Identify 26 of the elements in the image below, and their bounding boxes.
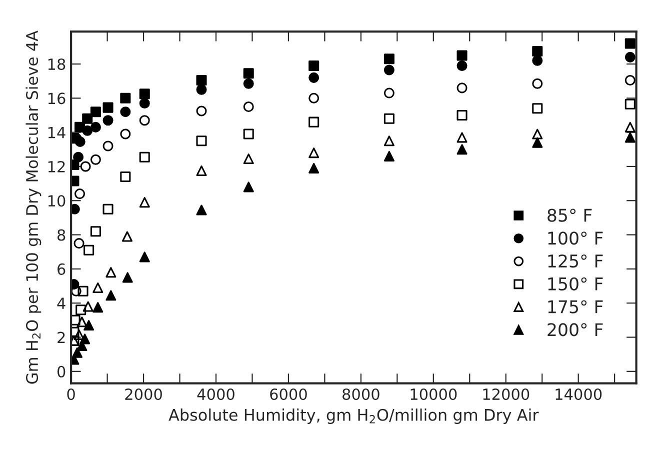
x-tick-label: 10000 <box>410 388 457 400</box>
x-tick-label: 4000 <box>197 388 234 400</box>
x-tick-label: 14000 <box>556 388 602 400</box>
y-tick-label: 10 <box>48 195 66 207</box>
legend-label: 175° F <box>548 300 603 314</box>
legend-label: 125° F <box>548 254 603 268</box>
y-tick-label: 12 <box>48 160 65 172</box>
x-axis-title: Absolute Humidity, gm H$_{2}$O/million gm Dry Air <box>168 408 539 424</box>
x-tick-label: 2000 <box>125 388 162 400</box>
y-tick-label: 0 <box>57 366 66 378</box>
y-tick-label: 18 <box>48 58 66 70</box>
x-tick-label: 0 <box>67 388 75 400</box>
legend-label: 150° F <box>548 277 603 290</box>
legend-label: 200° F <box>548 323 603 336</box>
y-tick-label: 16 <box>48 92 66 104</box>
x-tick-label: 12000 <box>483 388 530 400</box>
legend-label: 85° F <box>548 208 592 222</box>
x-tick-label: 8000 <box>342 388 380 400</box>
legend-label: 100° F <box>548 232 603 245</box>
y-tick-label: 2 <box>58 332 65 344</box>
x-tick-label: 6000 <box>270 388 307 400</box>
y-tick-label: 4 <box>57 298 66 309</box>
y-tick-label: 6 <box>58 263 66 275</box>
y-axis-title: Gm H$_{2}$O per 100 gm Dry Molecular Sieve 4A <box>26 30 42 384</box>
y-tick-label: 8 <box>58 229 66 241</box>
y-tick-label: 14 <box>48 126 66 138</box>
